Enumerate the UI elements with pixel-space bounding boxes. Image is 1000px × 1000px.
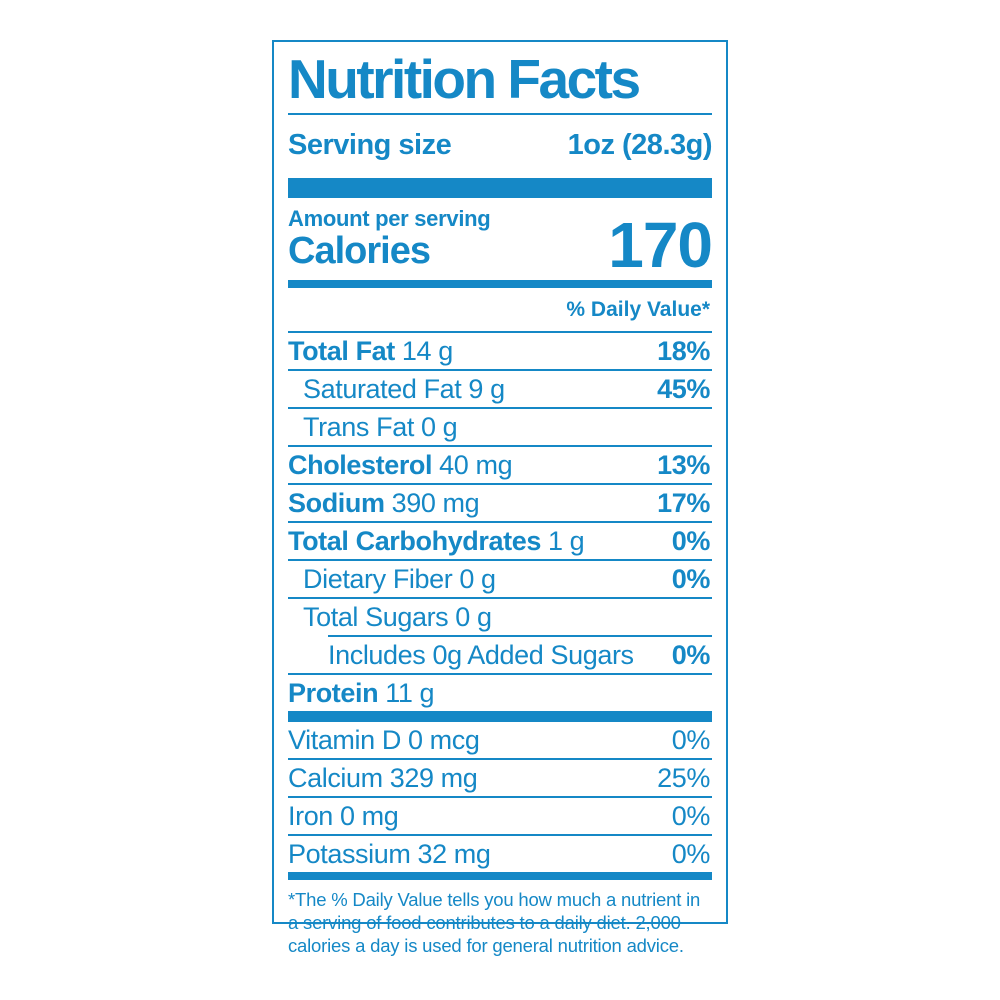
vitamin-daily-value: 25% xyxy=(657,762,710,793)
calories-label: Calories xyxy=(288,230,431,272)
label-title: Nutrition Facts xyxy=(288,48,641,110)
nutrient-name: Total Carbohydrates xyxy=(288,525,541,556)
footnote-text: *The % Daily Value tells you how much a … xyxy=(288,888,701,956)
nutrient-row-total-sugars: Total Sugars 0 g xyxy=(288,599,712,635)
nutrient-row-total-carbohydrates: Total Carbohydrates 1 g 0% xyxy=(288,523,712,561)
nutrient-name: Includes 0g Added Sugars xyxy=(328,639,634,670)
vitamin-amount: 0 mg xyxy=(339,800,399,831)
nutrient-name: Total Sugars xyxy=(303,601,449,632)
nutrient-daily-value: 18% xyxy=(657,335,710,366)
daily-value-divider xyxy=(288,330,712,333)
calories-value: 170 xyxy=(608,209,713,282)
daily-value-header: % Daily Value* xyxy=(566,297,710,321)
vitamin-amount: 0 mcg xyxy=(407,724,480,755)
vitamin-amount: 329 mg xyxy=(389,762,478,793)
nutrient-name: Total Fat xyxy=(288,335,395,366)
nutrient-row-total-fat: Total Fat 14 g 18% xyxy=(288,333,712,371)
nutrient-amount: 1 g xyxy=(547,525,585,556)
nutrient-name: Protein xyxy=(288,677,379,708)
nutrient-amount: 14 g xyxy=(401,335,453,366)
protein-separator-bar xyxy=(288,710,712,722)
nutrient-row-cholesterol: Cholesterol 40 mg 13% xyxy=(288,447,712,485)
nutrient-name: Sodium xyxy=(288,487,385,518)
vitamin-name: Vitamin D xyxy=(288,724,401,755)
calories-separator-bar xyxy=(288,279,712,288)
nutrient-row-added-sugars: Includes 0g Added Sugars 0% xyxy=(288,637,712,675)
vitamin-row-iron: Iron 0 mg 0% xyxy=(288,798,712,836)
nutrient-daily-value: 17% xyxy=(657,487,710,518)
thick-separator-bar xyxy=(288,178,712,198)
nutrient-amount: 0 g xyxy=(459,563,496,594)
nutrient-amount: 40 mg xyxy=(439,449,513,480)
vitamin-amount: 32 mg xyxy=(417,838,491,869)
nutrient-amount: 0 g xyxy=(455,601,492,632)
nutrient-name: Cholesterol xyxy=(288,449,433,480)
nutrient-name: Saturated Fat xyxy=(303,373,462,404)
nutrient-daily-value: 0% xyxy=(671,639,711,670)
nutrient-daily-value: 0% xyxy=(671,525,711,556)
vitamin-name: Potassium xyxy=(288,838,411,869)
vitamin-daily-value: 0% xyxy=(671,800,711,831)
nutrient-row-dietary-fiber: Dietary Fiber 0 g 0% xyxy=(288,561,712,599)
nutrient-amount: 9 g xyxy=(468,373,505,404)
nutrition-facts-label: Nutrition Facts Serving size 1oz (28.3g)… xyxy=(272,40,728,956)
vitamin-name: Calcium xyxy=(288,762,383,793)
nutrient-daily-value: 0% xyxy=(671,563,711,594)
nutrient-row-trans-fat: Trans Fat 0 g xyxy=(288,409,712,447)
footnote-separator-bar xyxy=(288,871,712,880)
vitamin-daily-value: 0% xyxy=(671,838,711,869)
nutrient-name: Trans Fat xyxy=(303,411,414,442)
nutrient-row-protein: Protein 11 g xyxy=(288,675,712,711)
vitamin-row-calcium: Calcium 329 mg 25% xyxy=(288,760,712,798)
title-divider xyxy=(288,113,712,115)
serving-size-label: Serving size xyxy=(288,129,452,161)
vitamin-row-potassium: Potassium 32 mg 0% xyxy=(288,836,712,872)
nutrient-row-sodium: Sodium 390 mg 17% xyxy=(288,485,712,523)
calories-section: Amount per serving Calories 170 xyxy=(288,206,713,282)
nutrient-amount: 390 mg xyxy=(391,487,480,518)
vitamin-name: Iron xyxy=(288,800,333,831)
nutrient-row-saturated-fat: Saturated Fat 9 g 45% xyxy=(288,371,712,409)
nutrient-amount: 11 g xyxy=(385,677,435,708)
nutrient-amount: 0 g xyxy=(420,411,458,442)
serving-size-row: Serving size 1oz (28.3g) xyxy=(288,129,713,162)
nutrients-section: Total Fat 14 g 18% Saturated Fat 9 g 45% T… xyxy=(288,333,712,711)
nutrient-daily-value: 13% xyxy=(657,449,710,480)
nutrient-daily-value: 45% xyxy=(657,373,710,404)
added-sugars-divider xyxy=(328,634,712,637)
vitamin-daily-value: 0% xyxy=(671,724,711,755)
serving-size-value: 1oz (28.3g) xyxy=(567,129,713,161)
amount-per-serving-label: Amount per serving xyxy=(288,206,491,231)
nutrient-name: Dietary Fiber xyxy=(303,563,453,594)
